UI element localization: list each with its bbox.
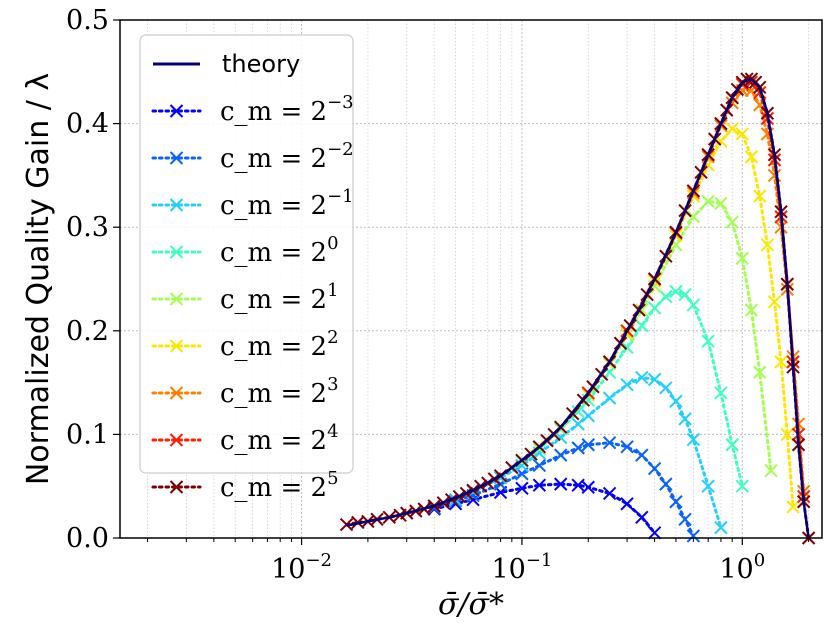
legend-label: c_m = 24 xyxy=(220,421,339,456)
series-marker xyxy=(753,365,767,379)
legend-label: c_m = 21 xyxy=(220,280,339,315)
series-marker xyxy=(780,427,794,442)
series-marker xyxy=(725,215,739,229)
legend-marker xyxy=(169,433,184,447)
legend-box xyxy=(139,34,354,474)
series-marker xyxy=(659,477,673,491)
legend-label: c_m = 2−1 xyxy=(220,186,354,221)
series-marker xyxy=(620,377,634,392)
series-marker xyxy=(571,478,585,492)
series-marker xyxy=(571,417,585,431)
series-marker xyxy=(725,438,739,452)
series-marker xyxy=(581,409,595,423)
series-marker xyxy=(701,479,715,493)
legend-marker xyxy=(169,292,184,306)
legend-label: c_m = 2−3 xyxy=(220,92,354,127)
series-marker xyxy=(701,194,715,209)
x-axis-title: σ̄/σ̄* xyxy=(438,587,504,622)
series-marker xyxy=(669,284,683,299)
series-marker xyxy=(571,441,585,455)
plot-frame xyxy=(119,19,823,539)
y-tick-label: 0.4 xyxy=(66,109,109,140)
series-marker xyxy=(744,150,759,164)
legend-marker xyxy=(169,151,184,165)
series-marker xyxy=(744,303,759,317)
y-tick-label: 0.5 xyxy=(66,5,109,36)
legend: theory c_m = 2−3 c_m = 2−2 c_m = 2−1 c_m = 2… xyxy=(139,34,354,503)
series-marker xyxy=(581,480,595,494)
series-marker xyxy=(725,122,739,136)
y-tick-label: 0.0 xyxy=(66,523,109,554)
series-marker xyxy=(714,520,728,535)
series-marker xyxy=(647,301,662,315)
y-tick-label: 0.1 xyxy=(66,419,109,450)
series-marker xyxy=(701,334,715,348)
series-marker xyxy=(669,495,683,509)
series-marker xyxy=(735,127,749,141)
series-marker xyxy=(635,370,649,385)
series-marker xyxy=(602,486,617,501)
y-tick-label: 0.3 xyxy=(66,212,109,243)
legend-marker xyxy=(169,245,184,259)
theory-line xyxy=(346,77,810,539)
legend-marker xyxy=(169,104,184,118)
series-marker xyxy=(635,318,649,333)
legend-marker xyxy=(169,198,184,212)
legend-label: c_m = 20 xyxy=(220,233,339,268)
series-layer xyxy=(339,72,816,545)
series-marker xyxy=(647,372,662,387)
series-line xyxy=(454,375,723,530)
legend-theory-label: theory xyxy=(222,50,300,78)
series-marker xyxy=(686,210,701,224)
series-marker xyxy=(620,497,634,511)
series-marker xyxy=(753,189,767,203)
x-tick-label: 10−2 xyxy=(271,550,332,585)
series-marker xyxy=(714,196,728,211)
series-marker xyxy=(678,412,692,426)
series-marker xyxy=(767,295,782,309)
series-marker xyxy=(647,526,662,540)
series-marker xyxy=(760,238,775,252)
x-tick-label: 100 xyxy=(719,550,765,585)
legend-marker xyxy=(169,339,184,353)
series-marker xyxy=(735,251,749,265)
series-marker xyxy=(669,394,683,408)
legend-label: c_m = 22 xyxy=(220,327,339,362)
series-marker xyxy=(786,500,800,514)
series-marker xyxy=(686,298,701,312)
legend-label: c_m = 2−2 xyxy=(220,139,354,174)
series-marker xyxy=(620,440,634,454)
series-marker xyxy=(635,448,649,462)
series-marker xyxy=(554,477,568,491)
legend-marker xyxy=(169,386,184,400)
series-marker xyxy=(659,381,673,395)
y-tick-label: 0.2 xyxy=(66,316,109,347)
series-marker xyxy=(532,478,547,492)
y-axis-title: Normalized Quality Gain / λ xyxy=(21,73,56,485)
series-marker xyxy=(686,432,701,447)
series-marker xyxy=(647,461,662,476)
series-marker xyxy=(678,287,692,302)
series-marker xyxy=(515,481,529,495)
legend-label: c_m = 23 xyxy=(220,374,339,409)
series-marker xyxy=(635,510,649,524)
series-marker xyxy=(678,512,692,527)
series-marker xyxy=(532,458,547,473)
series-marker xyxy=(602,391,617,405)
legend-label: c_m = 25 xyxy=(220,468,339,503)
axis-ticks: 0.0 0.1 0.2 0.3 0.4 0.5 10−2 10−1 100 xyxy=(66,5,810,585)
series-marker xyxy=(686,529,701,543)
series-marker xyxy=(714,386,728,400)
series-marker xyxy=(554,448,568,462)
series-marker xyxy=(581,438,595,452)
series-marker xyxy=(659,289,673,304)
series-marker xyxy=(764,463,778,478)
x-tick-label: 10−1 xyxy=(491,550,552,585)
legend-marker xyxy=(169,480,184,494)
series-marker xyxy=(602,435,617,450)
series-marker xyxy=(774,355,788,369)
series-marker xyxy=(735,479,749,493)
